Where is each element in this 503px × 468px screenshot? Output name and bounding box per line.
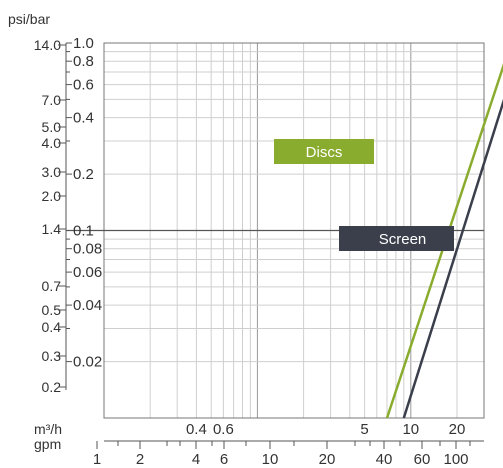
x-tick-label-gpm: 6 [220, 451, 228, 468]
x-primary-unit-label: m³/h [34, 421, 62, 437]
x-tick-label-gpm: 4 [192, 451, 200, 468]
y-tick-label-psi: 0.7 [42, 278, 62, 294]
y-tick-label-bar: 0.04 [73, 297, 102, 314]
y-axis: 14.07.05.04.03.02.01.40.70.50.40.30.21.0… [34, 35, 102, 395]
y-tick-label-bar: 0.6 [73, 77, 94, 94]
x-tick-label-m3h: 0.4 [186, 421, 207, 438]
y-tick-label-bar: 0.4 [73, 110, 94, 127]
y-tick-label-psi: 2.0 [42, 188, 62, 204]
y-tick-label-bar: 1.0 [73, 35, 94, 52]
series-line-screen [402, 98, 503, 419]
y-tick-label-psi: 4.0 [42, 135, 62, 151]
x-tick-label-gpm: 10 [262, 451, 279, 468]
y-tick-label-bar: 0.02 [73, 354, 102, 371]
x-tick-label-m3h: 10 [402, 421, 419, 438]
y-tick-label-psi: 0.4 [42, 319, 62, 335]
x-tick-label-m3h: 0.6 [213, 421, 234, 438]
series-label-box-discs [274, 139, 374, 164]
series-label-discs: Discs [306, 144, 343, 161]
x-secondary-unit-label: gpm [34, 436, 61, 452]
y-tick-label-psi: 3.0 [42, 164, 62, 180]
series-labels: Discs Screen [274, 139, 454, 251]
y-tick-label-bar: 0.1 [73, 223, 94, 240]
x-tick-label-m3h: 5 [360, 421, 368, 438]
y-tick-label-bar: 0.2 [73, 166, 94, 183]
x-tick-label-gpm: 2 [136, 451, 144, 468]
y-tick-label-psi: 1.4 [42, 221, 62, 237]
x-tick-label-gpm: 40 [376, 451, 393, 468]
series-label-screen: Screen [379, 231, 427, 248]
y-tick-label-bar: 0.06 [73, 264, 102, 281]
y-unit-label: psi/bar [8, 11, 50, 27]
y-tick-label-bar: 0.08 [73, 241, 102, 258]
y-tick-label-psi: 0.2 [42, 379, 62, 395]
y-tick-label-psi: 0.3 [42, 348, 62, 364]
x-tick-label-gpm: 60 [414, 451, 431, 468]
series-label-box-screen [339, 226, 454, 251]
x-axis: 0.4 0.6 5 10 201 2 4 6 10 20 40 60 100 [93, 421, 471, 468]
x-tick-label-gpm: 1 [93, 451, 101, 468]
x-tick-label-gpm: 100 [443, 451, 468, 468]
y-tick-label-bar: 0.8 [73, 53, 94, 70]
y-tick-label-psi: 14.0 [34, 37, 61, 53]
y-tick-label-psi: 5.0 [42, 119, 62, 135]
x-tick-label-m3h: 20 [449, 421, 466, 438]
x-tick-label-gpm: 20 [319, 451, 336, 468]
y-tick-label-psi: 0.5 [42, 302, 62, 318]
y-tick-label-psi: 7.0 [42, 92, 62, 108]
